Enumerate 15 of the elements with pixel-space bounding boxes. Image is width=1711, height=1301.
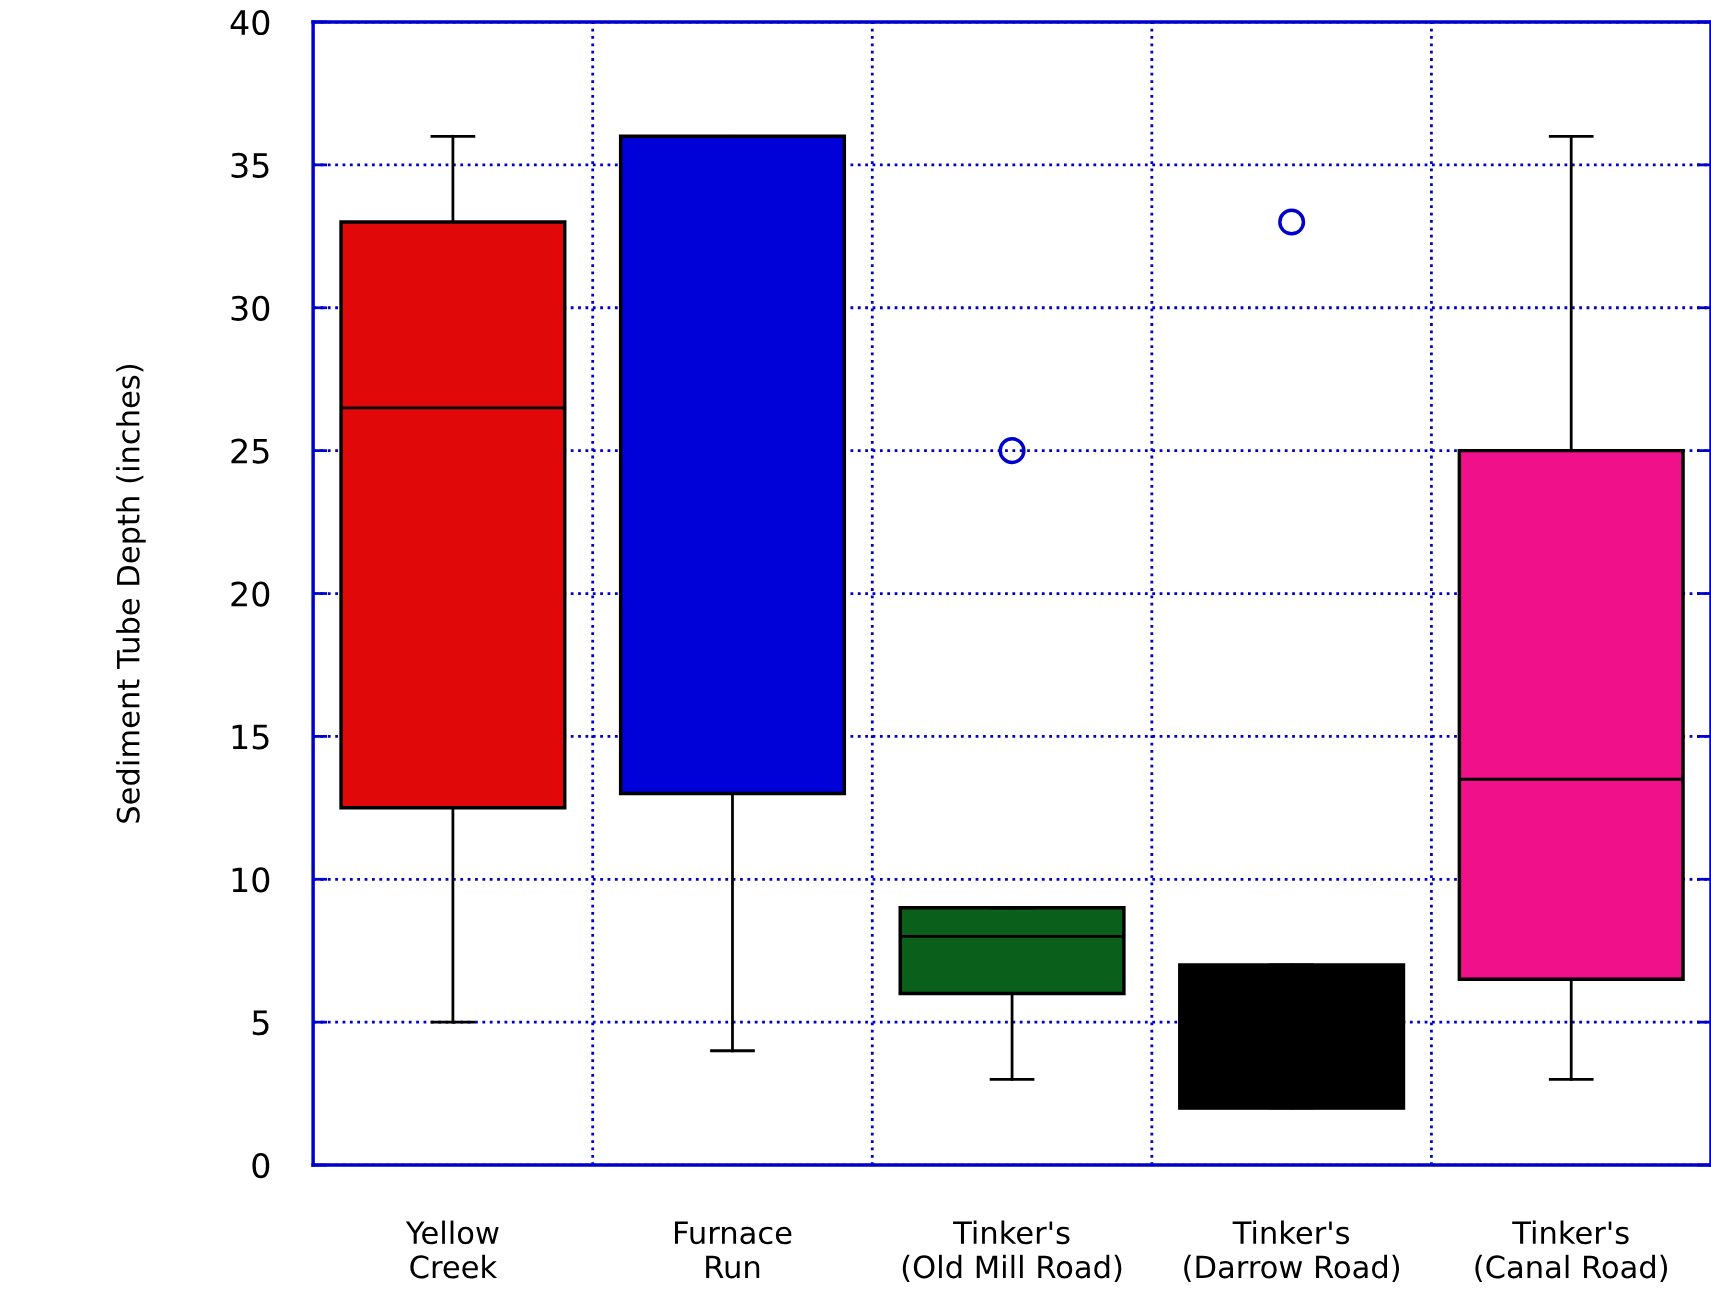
x-tick-label: Tinker's (Old Mill Road) [902, 1220, 1122, 1283]
y-tick-label: 15 [232, 724, 269, 750]
x-tick-label: Yellow Creek [405, 1220, 499, 1279]
y-tick-label: 25 [231, 438, 269, 464]
y-tick-label: 0 [252, 1152, 270, 1179]
y-tick-label: 35 [231, 152, 269, 179]
y-tick-label: 30 [231, 295, 270, 321]
y-tick-label: 40 [230, 9, 270, 36]
y-tick-label: 10 [232, 867, 270, 893]
x-tick-label: Tinker's (Darrow Road) [1184, 1220, 1400, 1283]
y-axis-title: Sediment Tube Depth (inches) [116, 364, 146, 823]
y-tick-label: 5 [252, 1010, 269, 1036]
x-tick-label: Furnace Run [674, 1221, 792, 1279]
x-tick-label: Tinker's (Canal Road) [1475, 1220, 1668, 1283]
y-tick-label: 20 [231, 581, 270, 607]
